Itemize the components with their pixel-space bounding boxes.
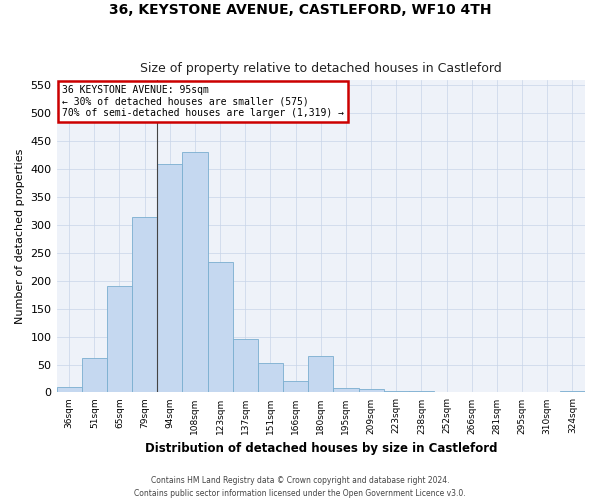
Bar xyxy=(182,152,208,392)
Bar xyxy=(359,388,383,392)
Bar xyxy=(208,262,233,392)
Bar xyxy=(383,391,409,392)
Bar xyxy=(157,164,182,392)
Text: 36, KEYSTONE AVENUE, CASTLEFORD, WF10 4TH: 36, KEYSTONE AVENUE, CASTLEFORD, WF10 4T… xyxy=(109,2,491,16)
Title: Size of property relative to detached houses in Castleford: Size of property relative to detached ho… xyxy=(140,62,502,74)
Bar xyxy=(283,382,308,392)
Bar xyxy=(107,286,132,393)
X-axis label: Distribution of detached houses by size in Castleford: Distribution of detached houses by size … xyxy=(145,442,497,455)
Bar xyxy=(258,363,283,392)
Bar xyxy=(56,387,82,392)
Text: 36 KEYSTONE AVENUE: 95sqm
← 30% of detached houses are smaller (575)
70% of semi: 36 KEYSTONE AVENUE: 95sqm ← 30% of detac… xyxy=(62,84,344,117)
Bar xyxy=(233,340,258,392)
Bar xyxy=(409,391,434,392)
Text: Contains HM Land Registry data © Crown copyright and database right 2024.
Contai: Contains HM Land Registry data © Crown c… xyxy=(134,476,466,498)
Bar xyxy=(82,358,107,392)
Bar xyxy=(334,388,359,392)
Bar xyxy=(132,216,157,392)
Y-axis label: Number of detached properties: Number of detached properties xyxy=(15,148,25,324)
Bar xyxy=(308,356,334,393)
